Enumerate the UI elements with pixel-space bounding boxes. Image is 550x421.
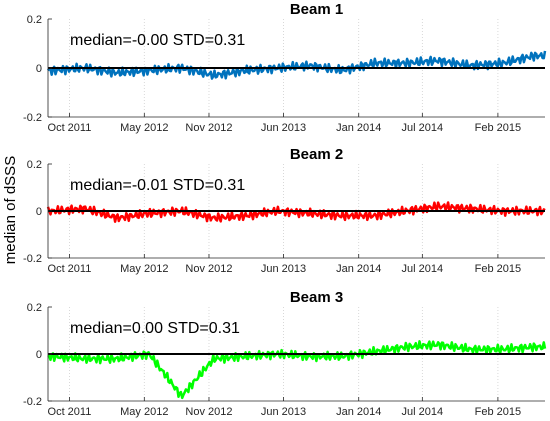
x-tick-label: May 2012	[120, 406, 168, 418]
x-tick-label: Feb 2015	[475, 122, 521, 134]
x-tick-label: Oct 2011	[48, 263, 92, 275]
y-axis-label: median of dSSS	[2, 156, 19, 264]
x-tick-label: May 2012	[120, 122, 168, 134]
x-tick-label: Oct 2011	[48, 406, 92, 418]
x-tick-label: Oct 2011	[48, 122, 92, 134]
axes-layer	[47, 18, 545, 402]
series-line-beam-1	[47, 50, 547, 80]
y-tick-label: -0.2	[23, 396, 42, 408]
stats-annotation: median=-0.01 STD=0.31	[70, 177, 245, 194]
y-tick-label: 0	[36, 349, 42, 361]
x-tick-label: Jun 2013	[261, 122, 306, 134]
series-line-beam-2	[46, 201, 546, 223]
y-tick-label: 0	[36, 63, 42, 75]
panel-title: Beam 2	[290, 146, 343, 163]
x-tick-label: Jul 2014	[402, 122, 444, 134]
x-tick-label: Jan 2014	[336, 406, 381, 418]
x-tick-label: Jul 2014	[402, 263, 444, 275]
series-line-beam-3	[47, 340, 547, 400]
panel-title: Beam 3	[290, 289, 343, 306]
y-tick-label: -0.2	[23, 112, 42, 124]
x-tick-label: Feb 2015	[475, 406, 521, 418]
x-tick-label: Jul 2014	[402, 406, 444, 418]
y-tick-label: 0	[36, 206, 42, 218]
y-tick-label: 0.2	[27, 302, 42, 314]
x-tick-label: Nov 2012	[185, 263, 232, 275]
x-tick-label: Jan 2014	[336, 263, 381, 275]
y-tick-label: 0.2	[27, 159, 42, 171]
panel-title: Beam 1	[290, 1, 343, 18]
x-tick-label: Jun 2013	[261, 263, 306, 275]
x-tick-label: Jun 2013	[261, 406, 306, 418]
y-tick-label: -0.2	[23, 253, 42, 265]
x-tick-label: Feb 2015	[475, 263, 521, 275]
y-tick-label: 0.2	[27, 14, 42, 26]
text-layer: 0.2 0 -0.2 Oct 2011 May 2012 Nov 2012 Jun 2013…	[23, 1, 521, 418]
x-tick-label: Nov 2012	[185, 122, 232, 134]
stats-annotation: median=0.00 STD=0.31	[70, 320, 240, 337]
stats-annotation: median=-0.00 STD=0.31	[70, 32, 245, 49]
grid-layer	[69, 19, 499, 401]
series-layer	[46, 50, 547, 400]
x-tick-label: May 2012	[120, 263, 168, 275]
x-tick-label: Jan 2014	[336, 122, 381, 134]
x-tick-label: Nov 2012	[185, 406, 232, 418]
